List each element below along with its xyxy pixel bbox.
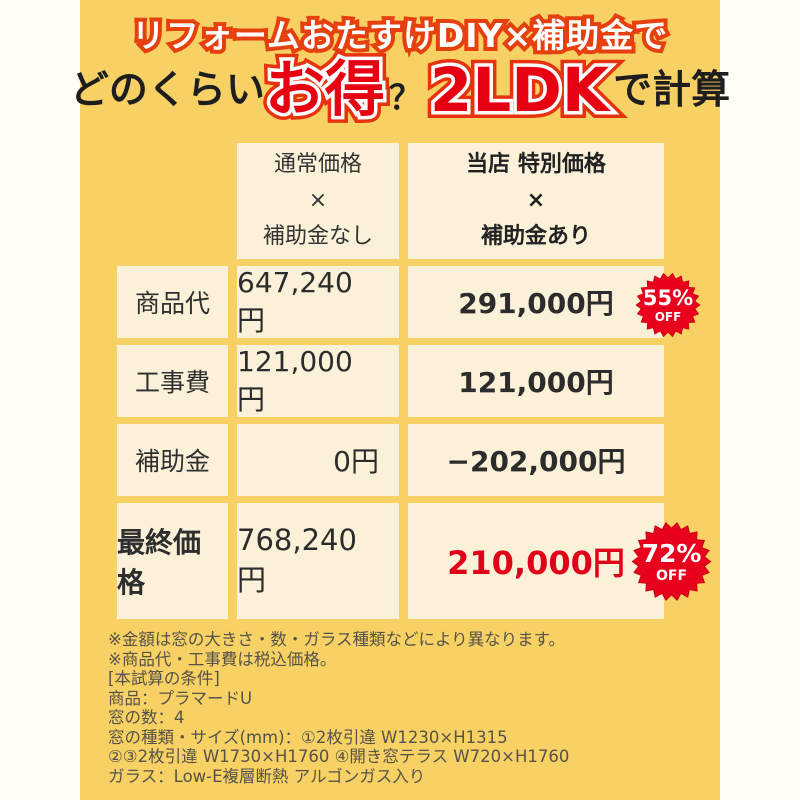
price-comparison-table: 通常価格 × 補助金なし 当店 特別価格 × 補助金あり 商品代 647,240… bbox=[117, 143, 664, 619]
footnotes: ※金額は窓の大きさ・数・ガラス種類などにより異なります。 ※商品代・工事費は税込… bbox=[108, 630, 708, 786]
note-line: [本試算の条件] bbox=[108, 669, 220, 688]
final-special-price: 210,000円 bbox=[408, 503, 664, 619]
badge-off-label: OFF bbox=[654, 309, 682, 324]
starburst-seal-icon bbox=[635, 272, 701, 338]
row-label-subsidy: 補助金 bbox=[117, 424, 228, 496]
column-header-special: 当店 特別価格 × 補助金あり bbox=[408, 143, 664, 259]
product-normal-price: 647,240円 bbox=[237, 266, 399, 338]
title-line2: どのくらい お得 お得 お得 ？ 2LDK 2LDK 2LDK で計算 bbox=[70, 53, 730, 128]
badge-percent: 72% bbox=[641, 538, 702, 568]
title-highlight-otoku: お得 お得 お得 bbox=[258, 53, 392, 127]
column-header-normal: 通常価格 × 補助金なし bbox=[237, 143, 399, 259]
discount-badge-72-off: 72% OFF bbox=[631, 521, 712, 602]
title-line1: リフォームおたすけDIY×補助金で リフォームおたすけDIY×補助金で bbox=[80, 12, 720, 60]
construction-special-price: 121,000円 bbox=[408, 345, 664, 417]
note-line: ※金額は窓の大きさ・数・ガラス種類などにより異なります。 bbox=[108, 630, 566, 649]
subsidy-special-amount: −202,000円 bbox=[408, 424, 664, 496]
badge-percent: 55% bbox=[642, 285, 694, 310]
title-question-mark: ？ bbox=[388, 77, 422, 117]
row-label-final-price: 最終価格 bbox=[117, 503, 228, 619]
starburst-seal-icon bbox=[631, 521, 712, 602]
note-line: 商品：プラマードU bbox=[108, 688, 253, 708]
note-line: ガラス：Low-E複層断熱 アルゴンガス入り bbox=[108, 766, 426, 786]
title-suffix: で計算 bbox=[613, 67, 731, 113]
title-prefix: どのくらい bbox=[69, 67, 265, 113]
title-line1-text: リフォームおたすけDIY×補助金で bbox=[131, 16, 669, 55]
discount-badge-55-off: 55% OFF bbox=[635, 272, 701, 338]
note-line: ※商品代・工事費は税込価格。 bbox=[108, 649, 337, 669]
title-line1-outline: リフォームおたすけDIY×補助金で bbox=[128, 12, 671, 59]
header-spacer bbox=[117, 143, 228, 259]
construction-normal-price: 121,000円 bbox=[237, 345, 399, 417]
subsidy-normal-amount: 0円 bbox=[237, 424, 399, 496]
final-normal-price: 768,240円 bbox=[237, 503, 399, 619]
product-special-price: 291,000円 bbox=[408, 266, 664, 338]
note-line: 窓の数：4 bbox=[108, 708, 185, 727]
title-highlight-2ldk: 2LDK 2LDK 2LDK bbox=[423, 53, 616, 128]
row-label-product: 商品代 bbox=[117, 266, 228, 338]
note-line: ②③2枚引違 W1730×H1760 ④開き窓テラス W720×H1760 bbox=[108, 747, 570, 766]
row-label-construction: 工事費 bbox=[117, 345, 228, 417]
badge-off-label: OFF bbox=[655, 567, 688, 584]
note-line: 窓の種類・サイズ(mm)：①2枚引違 W1230×H1315 bbox=[108, 727, 508, 747]
